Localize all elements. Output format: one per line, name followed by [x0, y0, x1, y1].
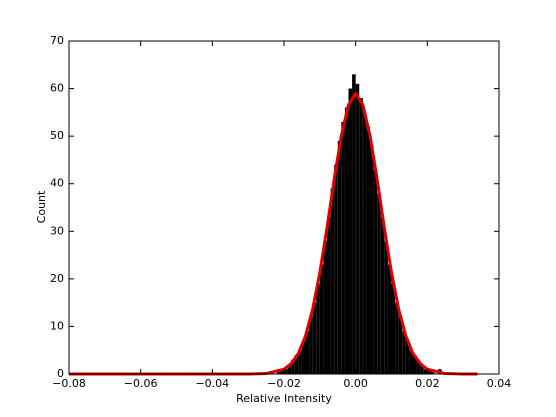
y-axis-label: Count [35, 190, 48, 223]
histogram-bar [294, 354, 299, 374]
histogram-bar [323, 240, 327, 374]
histogram-bar [395, 302, 399, 374]
histogram-bar [362, 112, 367, 374]
y-tick-label: 70 [50, 34, 64, 47]
y-tick-label: 10 [50, 319, 64, 332]
histogram-bar [377, 193, 381, 374]
histogram-bar [427, 369, 431, 374]
histogram-bar [391, 283, 396, 374]
histogram-bar [370, 145, 374, 374]
x-tick-label: −0.08 [52, 377, 86, 390]
histogram-bar [352, 74, 356, 375]
histogram-bar [348, 88, 353, 375]
x-tick-label: −0.02 [267, 377, 301, 390]
histogram-bar [337, 140, 342, 374]
histogram-bar [298, 350, 302, 374]
histogram-bar [373, 169, 378, 374]
histogram-bar [316, 283, 320, 374]
x-axis-label: Relative Intensity [236, 392, 332, 405]
histogram-bar [409, 350, 413, 374]
histogram-bar [402, 331, 406, 374]
histogram-bar [380, 217, 385, 374]
y-tick-label: 50 [50, 129, 64, 142]
y-tick-label: 60 [50, 82, 64, 95]
histogram-bar [384, 240, 388, 374]
histogram-bar [413, 354, 417, 374]
histogram-bar [405, 340, 410, 374]
histogram-bar [416, 359, 421, 374]
histogram-bar [387, 264, 392, 374]
histogram-bar [291, 359, 295, 374]
y-tick-label: 0 [57, 367, 64, 380]
histogram-bar [305, 331, 310, 374]
histogram-bar [319, 264, 324, 374]
fit-curve [69, 91, 478, 376]
histogram-bar [287, 364, 292, 374]
y-tick-label: 20 [50, 272, 64, 285]
histogram-bar [330, 188, 335, 374]
y-tick-label: 30 [50, 224, 64, 237]
x-tick-label: 0.00 [343, 377, 368, 390]
histogram-bar [334, 164, 338, 374]
y-tick-label: 40 [50, 177, 64, 190]
histogram-bar [355, 83, 360, 375]
histogram-bar [327, 217, 331, 374]
histogram-bar [398, 316, 403, 374]
histogram-bar [344, 107, 349, 374]
histogram-bar [284, 369, 288, 374]
histogram-bar [359, 98, 363, 374]
histogram-bar [301, 340, 306, 374]
histogram-bar [280, 369, 284, 374]
x-tick-label: −0.04 [195, 377, 229, 390]
histogram-bar [312, 302, 317, 374]
histogram-bar [420, 364, 424, 374]
histogram-bar [366, 126, 370, 374]
x-tick-label: −0.06 [124, 377, 158, 390]
plot-frame [68, 40, 500, 375]
histogram-bar [309, 316, 313, 374]
x-tick-label: 0.02 [415, 377, 440, 390]
histogram-bar [341, 121, 345, 374]
histogram-bar [423, 369, 428, 374]
x-tick-label: 0.04 [487, 377, 512, 390]
